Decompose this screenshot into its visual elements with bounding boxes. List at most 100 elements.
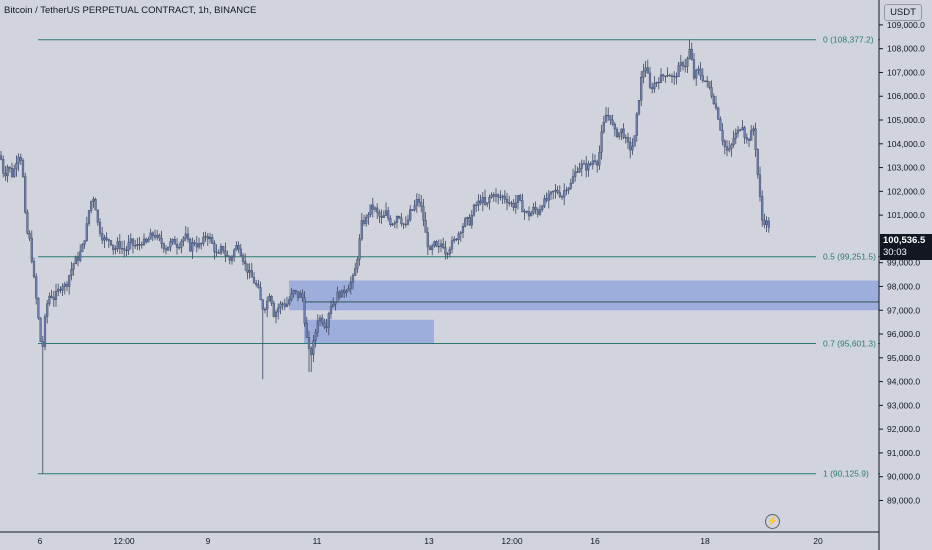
currency-button[interactable]: USDT (884, 4, 922, 21)
candle-body (646, 67, 649, 74)
candle-body (413, 205, 416, 211)
candle-body (21, 160, 25, 177)
candle-body (50, 295, 53, 298)
candle-body (697, 68, 700, 71)
candle-body (391, 223, 394, 226)
candle-body (233, 249, 236, 258)
candle-body (222, 246, 225, 251)
candle-body (329, 306, 333, 314)
candle-body (651, 87, 654, 90)
candle-body (690, 48, 693, 60)
candle-body (475, 204, 478, 206)
candle-body (472, 204, 476, 216)
candle-body (578, 168, 581, 173)
candle-body (710, 87, 713, 97)
candle-body (657, 82, 660, 84)
candle-body (431, 245, 434, 250)
candle-body (437, 245, 440, 248)
price-tick-label: 95,000.0 (887, 353, 920, 363)
candle-body (670, 75, 674, 77)
candle-body (250, 270, 253, 278)
candle-body (349, 282, 352, 289)
candle-body (615, 128, 619, 137)
candle-body (380, 216, 383, 218)
candle-body (706, 80, 709, 82)
candle-body (415, 199, 418, 206)
candle-body (596, 161, 599, 166)
candle-body (541, 206, 544, 210)
candle-body (195, 243, 198, 248)
candle-body (686, 58, 689, 67)
candle-body (692, 59, 696, 79)
candle-body (301, 292, 304, 298)
candle-body (312, 340, 315, 355)
candle-body (527, 211, 531, 217)
candle-body (598, 151, 601, 166)
candle-body (347, 288, 350, 292)
candle-body (609, 115, 612, 121)
candle-body (4, 173, 7, 177)
candle-body (552, 190, 555, 193)
candle-body (679, 62, 682, 66)
candle-body (109, 240, 113, 246)
price-tick-label: 93,000.0 (887, 400, 920, 410)
candle-body (94, 198, 97, 211)
candle-body (228, 256, 231, 261)
candle-body (640, 76, 643, 101)
time-tick-label: 20 (813, 536, 823, 546)
candle-body (582, 163, 586, 165)
candle-body (492, 194, 495, 197)
candle-body (149, 232, 152, 240)
candle-body (739, 129, 742, 131)
candle-body (736, 129, 740, 134)
candle-body (343, 289, 346, 294)
candle-body (127, 242, 130, 251)
candle-body (404, 223, 407, 226)
candle-body (455, 238, 458, 241)
candle-body (281, 303, 284, 305)
candle-body (563, 190, 566, 198)
candle-body (114, 248, 117, 251)
time-tick-label: 11 (313, 536, 322, 546)
candle-body (285, 303, 289, 307)
candle-body (745, 137, 748, 140)
last-price-label: 100,536.5 30:03 (880, 234, 932, 260)
time-tick-label: 12:00 (501, 536, 523, 546)
candle-body (538, 209, 542, 215)
candle-body (400, 217, 403, 224)
candle-body (409, 209, 412, 221)
candle-body (494, 194, 498, 197)
candle-body (277, 307, 280, 313)
candle-body (15, 162, 18, 169)
candle-body (479, 200, 482, 204)
lightning-icon[interactable]: ⚡ (765, 514, 780, 529)
candle-body (389, 218, 392, 225)
candle-body (560, 196, 564, 198)
candle-body (92, 198, 95, 202)
candle-body (631, 146, 634, 151)
time-axis[interactable]: 6 12:00 9 11 13 12:00 16 18 20 (38, 536, 823, 546)
candle-body (435, 241, 438, 247)
candle-body (536, 209, 539, 215)
candle-body (618, 132, 621, 137)
candle-body (461, 226, 465, 233)
candle-body (701, 75, 704, 81)
candle-body (30, 237, 33, 262)
candle-body (239, 248, 242, 256)
time-tick-label: 13 (424, 536, 434, 546)
candle-body (13, 168, 16, 177)
candle-body (263, 309, 267, 311)
fib-label: 0.7 (95,601.3) (823, 339, 876, 349)
candle-body (65, 283, 69, 287)
candle-body (728, 148, 731, 151)
candle-body (763, 219, 766, 225)
candle-body (754, 128, 757, 150)
candle-body (723, 140, 726, 147)
candle-body (39, 317, 42, 342)
candle-body (48, 295, 51, 304)
price-axis[interactable]: 109,000.0 108,000.0 107,000.0 106,000.0 105,… (879, 20, 925, 506)
candle-body (756, 149, 759, 175)
candle-body (477, 200, 480, 206)
candle-body (134, 245, 137, 247)
